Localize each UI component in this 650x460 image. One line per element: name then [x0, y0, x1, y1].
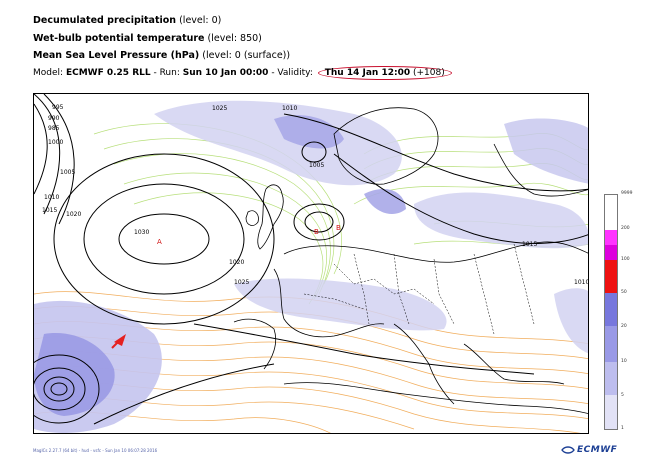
low-center-label: B	[336, 224, 341, 232]
isobar-label: 985	[48, 125, 60, 132]
legend-swatch	[605, 395, 617, 429]
legend-label: 10	[621, 359, 627, 364]
legend-label: 100	[621, 257, 630, 262]
legend-label: 20	[621, 324, 627, 329]
isobar-label: 1010	[44, 194, 59, 201]
validity-label: - Validity:	[271, 68, 313, 78]
storm-marker	[111, 334, 126, 349]
legend-label: 1	[621, 426, 624, 431]
isobar-label: 1015	[522, 241, 537, 248]
isobar-labels: 995 990 985 1000 1005 1010 1015 1020 102…	[42, 104, 589, 286]
isobar-label: 1010	[574, 279, 589, 286]
precipitation-shading	[34, 100, 588, 433]
isobar-label: 1020	[66, 211, 81, 218]
isobar-label: 1015	[42, 207, 57, 214]
validity-step: (+108)	[412, 68, 445, 78]
validity-value: Thu 14 Jan 12:00	[324, 68, 411, 78]
model-name: ECMWF 0.25 RLL	[65, 68, 151, 78]
ecmwf-logo-text: ECMWF	[577, 445, 618, 455]
isobar-label: 1005	[60, 169, 75, 176]
title-wetbulb: Wet-bulb potential temperature (level: 8…	[33, 33, 262, 45]
title-wetbulb-name: Wet-bulb potential temperature	[33, 33, 205, 44]
pressure-centers: A B B	[157, 224, 341, 246]
legend-swatch	[605, 230, 617, 245]
run-label: - Run:	[153, 68, 180, 78]
title-mslp-level: (level: 0 (surface))	[202, 50, 291, 61]
legend-label: 50	[621, 290, 627, 295]
isobar-label: 1010	[282, 105, 297, 112]
title-mslp-name: Mean Sea Level Pressure (hPa)	[33, 50, 200, 61]
isobar-label: 1000	[48, 139, 63, 146]
title-precipitation: Decumulated precipitation (level: 0)	[33, 15, 221, 27]
legend-swatch	[605, 195, 617, 230]
isobar-label: 990	[48, 115, 60, 122]
title-wetbulb-level: (level: 850)	[207, 33, 262, 44]
legend-swatch	[605, 362, 617, 395]
ecmwf-logo-icon	[561, 446, 575, 454]
isobar-label: 995	[52, 104, 64, 111]
model-label: Model:	[33, 68, 64, 78]
isobar-label: 1030	[134, 229, 149, 236]
title-mslp: Mean Sea Level Pressure (hPa) (level: 0 …	[33, 50, 290, 62]
legend-label: 9999	[621, 191, 633, 196]
precipitation-legend	[604, 194, 618, 430]
legend-swatch	[605, 245, 617, 260]
low-center-label: B	[314, 228, 319, 236]
weather-map-canvas: 995 990 985 1000 1005 1010 1015 1020 102…	[34, 94, 589, 433]
model-run-line: Model: ECMWF 0.25 RLL - Run: Sun 10 Jan …	[33, 66, 452, 80]
isobar-label: 1005	[309, 162, 324, 169]
country-borders	[303, 243, 535, 335]
isobar-label: 1025	[212, 105, 227, 112]
footer-metadata: MagICs 2.27.7 (64 bit) - hud - vsfc - Su…	[33, 448, 158, 453]
legend-label: 5	[621, 393, 624, 398]
legend-swatch	[605, 293, 617, 326]
title-precipitation-name: Decumulated precipitation	[33, 15, 177, 26]
legend-swatch	[605, 326, 617, 362]
legend-label: 200	[621, 226, 630, 231]
isobar-label: 1025	[234, 279, 249, 286]
title-precipitation-level: (level: 0)	[179, 15, 222, 26]
ecmwf-logo: ECMWF	[561, 444, 623, 456]
validity-highlight: Thu 14 Jan 12:00 (+108)	[317, 66, 452, 80]
legend-swatch	[605, 260, 617, 293]
high-center-label: A	[157, 238, 162, 246]
isobar-label: 1020	[229, 259, 244, 266]
weather-map[interactable]: 995 990 985 1000 1005 1010 1015 1020 102…	[33, 93, 589, 434]
isobars	[34, 94, 588, 425]
run-value: Sun 10 Jan 00:00	[182, 68, 269, 78]
